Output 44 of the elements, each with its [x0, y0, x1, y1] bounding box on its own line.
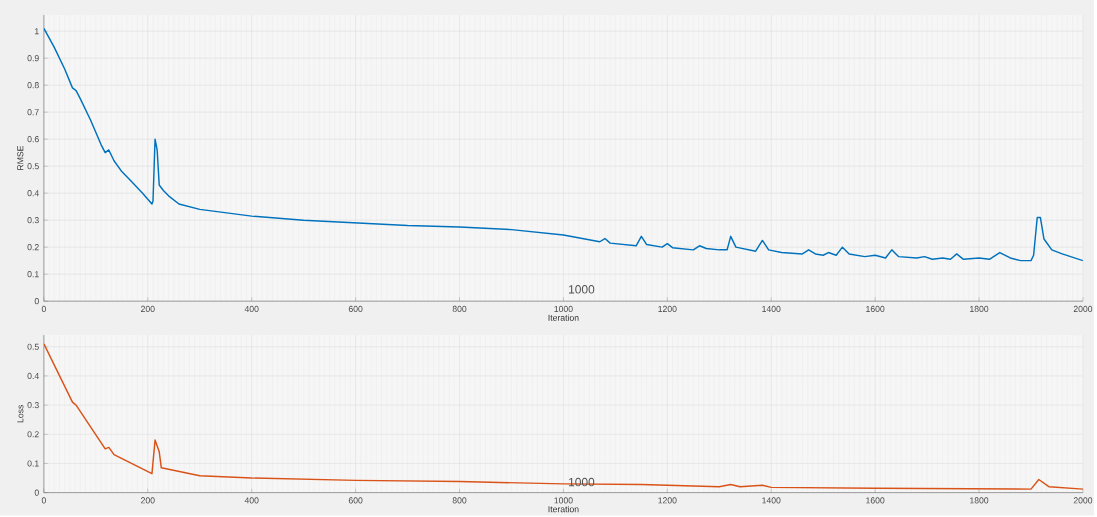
x-tick-label: 400 [244, 306, 259, 313]
x-tick-label: 800 [452, 497, 467, 504]
y-tick-label: 0.5 [27, 343, 39, 350]
annotation: 1000 [569, 285, 595, 294]
y-tick-label: 0 [34, 489, 39, 496]
y-tick-label: 1 [35, 28, 39, 35]
y-tick-label: 0.1 [27, 460, 39, 467]
x-tick-label: 0 [41, 306, 46, 313]
y-tick-label: 0.3 [27, 217, 39, 224]
y-tick-label: 0.4 [27, 373, 39, 380]
x-tick-label: 1000 [554, 497, 573, 504]
x-tick-label: 600 [348, 306, 363, 313]
x-tick-label: 1600 [866, 497, 885, 504]
x-tick-label: 800 [452, 306, 467, 313]
y-tick-label: 0.3 [27, 402, 39, 409]
x-tick-label: 2000 [1073, 497, 1093, 504]
x-axis-title: Iteration [548, 314, 579, 321]
x-tick-label: 400 [244, 497, 259, 504]
y-tick-label: 0 [34, 298, 39, 305]
y-tick-label: 0.4 [27, 190, 39, 197]
y-tick-label: 0.5 [27, 163, 39, 170]
y-tick-label: 0.2 [27, 431, 39, 438]
y-axis-title: RMSE [17, 146, 24, 170]
x-tick-label: 1400 [762, 306, 781, 313]
x-tick-label: 1800 [970, 306, 989, 313]
y-tick-label: 0.1 [27, 271, 39, 278]
x-tick-label: 1400 [762, 497, 781, 504]
x-tick-label: 1200 [658, 497, 677, 504]
x-axis-title: Iteration [548, 506, 579, 513]
y-tick-label: 0.6 [27, 136, 39, 143]
x-tick-label: 0 [41, 497, 46, 504]
y-tick-label: 0.9 [27, 55, 39, 62]
y-tick-label: 0.7 [27, 109, 39, 116]
y-axis-title: Loss [17, 405, 24, 423]
x-tick-label: 1000 [554, 306, 573, 313]
x-tick-label: 1600 [866, 306, 885, 313]
x-tick-label: 2000 [1073, 306, 1093, 313]
y-tick-label: 0.2 [27, 244, 39, 251]
x-tick-label: 600 [348, 497, 363, 504]
x-tick-label: 1200 [658, 306, 677, 313]
x-tick-label: 200 [141, 497, 155, 504]
x-tick-label: 200 [141, 306, 155, 313]
y-tick-label: 0.8 [27, 82, 39, 89]
x-tick-label: 1800 [970, 497, 989, 504]
